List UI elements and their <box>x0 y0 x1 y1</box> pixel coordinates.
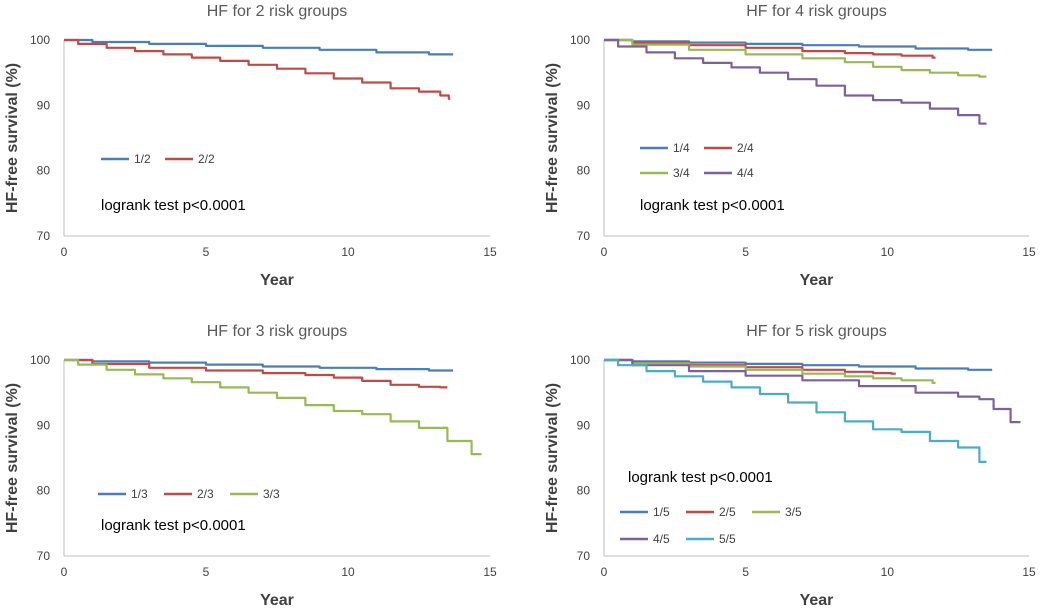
y-tick-label: 70 <box>37 229 51 243</box>
legend-label: 3/4 <box>673 166 690 180</box>
y-tick-label: 70 <box>577 549 591 563</box>
y-tick-label: 70 <box>577 229 591 243</box>
x-tick-label: 10 <box>341 565 355 579</box>
legend-label: 1/2 <box>134 152 151 166</box>
x-tick-label: 10 <box>341 245 355 259</box>
y-tick-label: 90 <box>577 418 591 432</box>
legend-label: 1/3 <box>131 487 148 501</box>
y-tick-label: 90 <box>37 98 51 112</box>
y-axis-label: HF-free survival (%) <box>4 383 21 533</box>
x-tick-label: 5 <box>742 565 749 579</box>
legend-label: 1/4 <box>673 141 690 155</box>
x-tick-label: 5 <box>203 245 210 259</box>
y-tick-label: 70 <box>37 549 51 563</box>
chart-panel-4: HF for 5 risk groups 70 80 90 100 0 5 10 15 Year H… <box>544 323 1036 608</box>
logrank-annotation: logrank test p<0.0001 <box>101 197 246 214</box>
series-line-2-4 <box>604 38 936 59</box>
y-axis-label: HF-free survival (%) <box>4 63 21 213</box>
x-tick-label: 15 <box>1022 565 1036 579</box>
series-line-1-3 <box>64 358 454 372</box>
series-line-3-3 <box>64 358 482 456</box>
series-line-2-2 <box>64 38 451 100</box>
x-tick-label: 10 <box>881 245 895 259</box>
y-axis-label: HF-free survival (%) <box>544 383 561 533</box>
x-tick-label: 15 <box>483 565 497 579</box>
series-line-4-5 <box>604 358 1021 424</box>
chart-panel-1: HF for 2 risk groups 70 80 90 100 0 5 10 15 Year H… <box>4 3 497 289</box>
series-line-2-3 <box>64 358 448 389</box>
y-tick-label: 100 <box>570 353 590 367</box>
y-tick-label: 100 <box>570 33 590 47</box>
y-axis-label: HF-free survival (%) <box>544 63 561 213</box>
chart-title: HF for 5 risk groups <box>746 323 886 340</box>
y-tick-label: 80 <box>37 164 51 178</box>
legend-label: 1/5 <box>653 505 670 519</box>
x-tick-label: 10 <box>881 565 895 579</box>
y-tick-label: 90 <box>37 418 51 432</box>
legend-label: 5/5 <box>719 532 736 546</box>
x-axis-label: Year <box>260 592 294 608</box>
x-tick-label: 15 <box>483 245 497 259</box>
legend-label: 2/2 <box>198 152 215 166</box>
y-tick-label: 90 <box>577 98 591 112</box>
x-axis-label: Year <box>260 272 294 289</box>
chart-panel-2: HF for 4 risk groups 70 80 90 100 0 5 10 15 Year H… <box>544 3 1036 289</box>
x-tick-label: 0 <box>601 565 608 579</box>
series-line-5-5 <box>604 358 987 463</box>
series-line-1-5 <box>604 358 993 371</box>
chart-title: HF for 4 risk groups <box>746 3 886 20</box>
legend-label: 3/3 <box>263 487 280 501</box>
y-tick-label: 80 <box>577 164 591 178</box>
x-tick-label: 0 <box>61 245 68 259</box>
legend-label: 4/4 <box>737 166 754 180</box>
x-tick-label: 5 <box>203 565 210 579</box>
x-tick-label: 0 <box>61 565 68 579</box>
chart-panel-3: HF for 3 risk groups 70 80 90 100 0 5 10 15 Year H… <box>4 323 497 608</box>
legend-label: 2/5 <box>719 505 736 519</box>
chart-title: HF for 2 risk groups <box>207 3 347 20</box>
logrank-annotation: logrank test p<0.0001 <box>640 197 785 214</box>
y-tick-label: 80 <box>37 484 51 498</box>
series-line-1-2 <box>64 38 454 56</box>
logrank-annotation: logrank test p<0.0001 <box>101 517 246 534</box>
series-line-3-4 <box>604 38 987 78</box>
legend-label: 2/4 <box>737 141 754 155</box>
x-tick-label: 15 <box>1022 245 1036 259</box>
x-axis-label: Year <box>800 272 834 289</box>
legend-label: 2/3 <box>197 487 214 501</box>
y-tick-label: 100 <box>30 353 50 367</box>
y-tick-label: 80 <box>577 484 591 498</box>
legend-label: 3/5 <box>785 505 802 519</box>
logrank-annotation: logrank test p<0.0001 <box>628 469 773 486</box>
legend-label: 4/5 <box>653 532 670 546</box>
series-line-1-4 <box>604 38 993 51</box>
x-tick-label: 0 <box>601 245 608 259</box>
y-tick-label: 100 <box>30 33 50 47</box>
x-axis-label: Year <box>800 592 834 608</box>
series-line-4-4 <box>604 38 987 125</box>
x-tick-label: 5 <box>742 245 749 259</box>
chart-title: HF for 3 risk groups <box>207 323 347 340</box>
